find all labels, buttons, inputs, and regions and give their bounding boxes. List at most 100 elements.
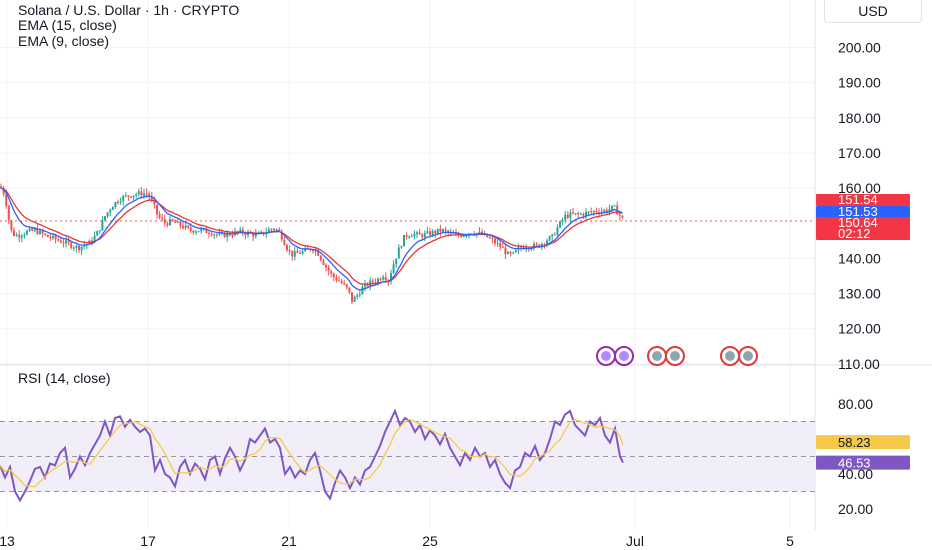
candle-body: [119, 201, 122, 203]
price-axis[interactable]: 200.00 190.00 180.00 170.00 160.00 140.00 130.…: [838, 39, 881, 517]
price-tag: [816, 217, 910, 229]
candle-body: [23, 234, 26, 237]
candle-body: [364, 283, 366, 287]
candle-body: [400, 246, 403, 248]
candle-body: [605, 209, 608, 212]
rsi-value-tag: [816, 435, 910, 450]
candle-body: [486, 233, 489, 238]
candle-body: [462, 235, 465, 237]
candle-body: [122, 196, 125, 202]
candle-body: [374, 282, 377, 284]
price-tag: [816, 206, 910, 218]
candle-body: [10, 220, 13, 231]
candle-body: [423, 233, 426, 238]
rsi-ma-line: [0, 418, 624, 488]
candle-body: [488, 237, 491, 239]
candle-body: [254, 233, 257, 237]
candle-body: [595, 211, 598, 213]
candle-body: [335, 277, 338, 281]
ema-lines: [0, 187, 815, 291]
candle-body: [533, 243, 535, 249]
candle-body: [286, 245, 288, 251]
candle-body: [410, 236, 413, 238]
candle-body: [226, 233, 229, 238]
candle-body: [150, 196, 153, 200]
candle-body: [416, 232, 418, 234]
candle-body: [80, 246, 83, 251]
candle-body: [252, 233, 255, 237]
candle-body: [431, 230, 434, 236]
time-tick-label: 13: [0, 533, 15, 549]
candle-body: [535, 243, 538, 245]
candle-body: [67, 240, 70, 243]
candle-body: [304, 248, 307, 252]
candle-body: [218, 233, 221, 235]
candle-body: [244, 233, 247, 236]
candle-body: [325, 264, 327, 268]
candle-body: [499, 243, 502, 248]
candle-body: [39, 230, 41, 234]
candle-body: [395, 258, 398, 265]
candle-body: [202, 228, 205, 230]
candle-body: [572, 212, 574, 214]
candle-body: [371, 280, 374, 283]
price-tag: [816, 194, 910, 206]
candle-body: [338, 280, 340, 282]
candle-body: [361, 286, 364, 295]
candle-body: [208, 232, 210, 234]
candle-body: [317, 250, 320, 256]
time-tick-label: Jul: [626, 533, 644, 549]
candle-body: [332, 273, 335, 278]
flag-icon-2-core: [670, 351, 680, 361]
candle-body: [592, 211, 595, 213]
candle-body: [46, 234, 49, 237]
candle-body: [18, 234, 21, 238]
candle-body: [345, 284, 348, 288]
candle-body: [179, 221, 182, 226]
price-tick-label: 110.00: [838, 356, 880, 372]
candle-body: [314, 250, 317, 252]
price-tag-label: 150.64: [838, 215, 878, 230]
candle-body: [382, 277, 385, 280]
candle-body: [434, 230, 437, 234]
candle-body: [72, 247, 75, 249]
candle-body: [322, 260, 325, 265]
candle-body: [20, 236, 23, 238]
candle-body: [444, 229, 447, 231]
event-badges[interactable]: [596, 346, 758, 366]
candle-body: [509, 252, 512, 254]
candle-body: [384, 277, 387, 281]
candle-body: [78, 245, 80, 251]
candle-body: [426, 231, 429, 234]
candle-body: [283, 239, 286, 246]
candle-body: [215, 234, 218, 236]
candle-body: [408, 236, 411, 238]
currency-button[interactable]: USD: [824, 0, 922, 23]
time-tick-label: 17: [140, 533, 156, 549]
candle-body: [273, 229, 275, 231]
time-axis[interactable]: 13 17 21 25 Jul 5: [0, 533, 794, 549]
rsi-value-tag-label: 46.53: [838, 456, 871, 471]
candle-body: [31, 228, 34, 231]
candle-body: [455, 233, 457, 235]
candle-body: [312, 250, 314, 252]
candle-body: [587, 211, 590, 213]
price-tick-label: 130.00: [838, 286, 881, 302]
candle-body: [348, 287, 351, 293]
candle-body: [449, 232, 452, 234]
candle-body: [59, 240, 62, 243]
candle-body: [600, 211, 603, 214]
candle-body: [153, 199, 156, 205]
candle-body: [548, 236, 551, 241]
candle-body: [101, 220, 104, 231]
price-tick-label: 190.00: [838, 75, 881, 91]
candle-body: [223, 232, 226, 238]
ema15-line: [0, 187, 623, 285]
candle-body: [494, 239, 496, 244]
candle-body: [166, 223, 169, 226]
ema9-legend: EMA (9, close): [18, 33, 110, 49]
candle-body: [460, 235, 463, 237]
candle-body: [566, 214, 569, 218]
